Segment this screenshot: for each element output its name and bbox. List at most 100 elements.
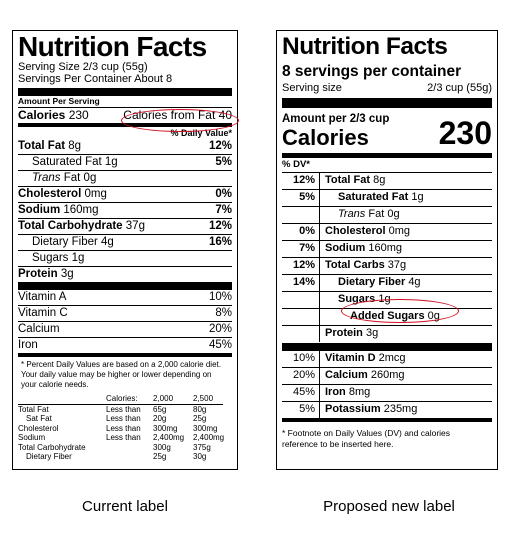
current-amount-per-serving: Amount Per Serving [18, 96, 100, 106]
current-nutrient-name: Cholesterol [18, 188, 82, 200]
footnote-table-cell: Less than [106, 404, 141, 414]
current-vitamin-dv: 20% [208, 323, 232, 335]
proposed-nutrient-amount: 3g [365, 327, 379, 339]
proposed-nutrient-list: 12% Total Fat 8g 5% Saturated Fat 1g Trans F… [282, 172, 492, 342]
proposed-nutrition-label: Nutrition Facts 8 servings per container… [276, 30, 498, 470]
proposed-nutrient-name-cell: Dietary Fiber 4g [320, 275, 421, 291]
proposed-nutrient-row: Trans Fat 0g [282, 206, 492, 223]
proposed-nutrient-name-cell: Sodium 160mg [320, 241, 402, 257]
footnote-table-cell [106, 443, 153, 453]
proposed-nutrient-dv: 12% [282, 258, 320, 274]
current-vitamin-row: Iron 45% [18, 337, 232, 353]
proposed-nutrient-dv: 12% [282, 173, 320, 189]
proposed-nutrient-row: 14% Dietary Fiber 4g [282, 274, 492, 291]
proposed-nutrient-dv: 0% [282, 224, 320, 240]
proposed-footnote: * Footnote on Daily Values (DV) and calo… [282, 428, 451, 449]
proposed-nutrient-name-cell: Total Fat 8g [320, 173, 385, 189]
proposed-nutrient-name-cell: Cholesterol 0mg [320, 224, 410, 240]
highlight-oval-added-sugars [341, 299, 459, 323]
current-vitamin-name: Vitamin A [18, 291, 67, 303]
proposed-calories-label: Calories [282, 125, 369, 150]
current-nutrient-list: Total Fat 8g 12% Saturated Fat 1g 5% Trans F… [18, 139, 232, 282]
current-nutrition-label: Nutrition Facts Serving Size 2/3 cup (55… [12, 30, 238, 470]
proposed-vitamin-amount: 260mg [370, 369, 405, 381]
footnote-table-cell: 30g [193, 452, 207, 461]
footnote-table-cell: Cholesterol [18, 423, 59, 433]
proposed-nutrient-dv [282, 309, 320, 325]
proposed-vitamin-row: 5% Potassium 235mg [282, 401, 492, 418]
current-nutrient-name: Sugars [32, 252, 69, 264]
footnote-table-cell: Less than [106, 433, 141, 442]
current-serving-size: Serving Size 2/3 cup (55g) [18, 61, 148, 73]
current-nutrient-row: Sodium 160mg 7% [18, 202, 232, 218]
proposed-nutrient-row: 5% Saturated Fat 1g [282, 189, 492, 206]
proposed-calories-value: 230 [438, 115, 492, 151]
proposed-serving-size-row: Serving size 2/3 cup (55g) [282, 81, 492, 95]
proposed-dv-header: % DV* [282, 159, 310, 170]
proposed-nutrient-name: Saturated Fat [338, 191, 409, 203]
current-vitamin-name: Iron [18, 339, 38, 351]
current-nutrient-amount: 4g [101, 236, 114, 248]
proposed-nutrient-row: 12% Total Carbs 37g [282, 257, 492, 274]
proposed-vitamin-name: Potassium [325, 403, 381, 415]
footnote-table-cell: 300g [153, 442, 171, 452]
current-vitamin-dv: 45% [208, 339, 232, 351]
proposed-nutrient-row: 0% Cholesterol 0mg [282, 223, 492, 240]
proposed-nutrient-amount: 4g [408, 276, 421, 288]
current-calories-value: 230 [68, 108, 89, 122]
current-nutrient-row: Saturated Fat 1g 5% [18, 154, 232, 170]
footnote-table-cell: 300mg [153, 423, 178, 433]
footnote-table-cell: Total Fat [18, 404, 49, 414]
current-vitamin-dv: 10% [208, 291, 232, 303]
footnote-table-cell: Dietary Fiber [26, 452, 72, 461]
current-nutrient-dv: 12% [208, 220, 232, 232]
footnote-table-cell: Sodium [18, 433, 46, 442]
footnote-table-cell: 2,400mg [153, 433, 185, 442]
proposed-vitamin-name: Iron [325, 386, 346, 398]
footnote-table-cell: 25g [153, 452, 167, 461]
footnote-table-header-cell: 2,000 [153, 394, 193, 405]
proposed-vitamin-name-cell: Calcium 260mg [320, 368, 405, 384]
current-nutrient-name-cell: Cholesterol 0mg [18, 187, 107, 201]
proposed-nutrient-name: Cholesterol [325, 225, 386, 237]
proposed-servings: 8 servings per container [282, 63, 462, 80]
current-nutrient-amount: Fat 0g [63, 172, 97, 184]
current-nutrient-dv: 5% [215, 156, 232, 168]
proposed-nutrient-name: Total Fat [325, 174, 371, 186]
proposed-vitamin-dv: 5% [282, 402, 320, 418]
proposed-vitamin-amount: 2mcg [378, 352, 406, 364]
proposed-nutrient-dv [282, 326, 320, 342]
current-nutrient-amount: 3g [60, 268, 74, 280]
footnote-table-cell: 375g [193, 442, 211, 452]
proposed-nutrient-dv: 7% [282, 241, 320, 257]
current-nutrient-row: Sugars 1g [18, 250, 232, 266]
proposed-title: Nutrition Facts [282, 33, 448, 60]
current-vitamin-row: Calcium 20% [18, 321, 232, 337]
proposed-nutrient-amount: Fat 0g [368, 208, 400, 220]
divider-thick [282, 343, 492, 351]
current-nutrient-name: Dietary Fiber [32, 236, 98, 248]
footnote-table-cell: 25g [193, 414, 207, 423]
footnote-table-cell: Total Carbohydrate [18, 442, 86, 452]
proposed-serving-size-value: 2/3 cup (55g) [427, 82, 492, 94]
current-nutrient-name-cell: Dietary Fiber 4g [18, 235, 114, 249]
caption-proposed-label: Proposed new label [323, 498, 455, 515]
proposed-vitamin-name-cell: Vitamin D 2mcg [320, 351, 406, 367]
current-nutrient-name-cell: Trans Fat 0g [18, 171, 96, 185]
footnote-table-cell [106, 452, 153, 462]
proposed-nutrient-dv [282, 292, 320, 308]
footnote-table-cell: Less than [106, 414, 141, 423]
divider-thick [18, 282, 232, 290]
divider-thick [282, 98, 492, 108]
current-vitamin-list: Vitamin A 10% Vitamin C 8% Calcium 20% Iron 45% [18, 290, 232, 353]
proposed-nutrient-name: Total Carbs [325, 259, 385, 271]
current-nutrient-amount: 37g [125, 220, 145, 232]
proposed-nutrient-amount: 1g [411, 191, 424, 203]
current-nutrient-amount: 8g [68, 140, 82, 152]
proposed-vitamin-row: 20% Calcium 260mg [282, 367, 492, 384]
current-nutrient-dv: 16% [208, 236, 232, 248]
current-calories-label: Calories [18, 108, 66, 122]
current-nutrient-amount: 160mg [63, 204, 99, 216]
current-nutrient-name-cell: Protein 3g [18, 267, 74, 281]
proposed-nutrient-name: Protein [325, 327, 363, 339]
